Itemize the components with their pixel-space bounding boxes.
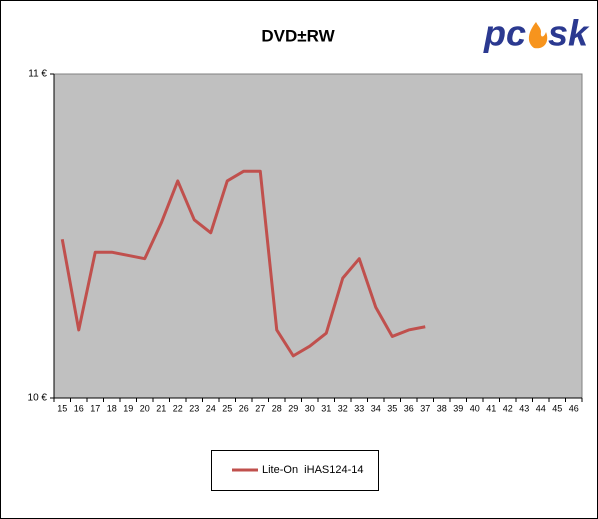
x-tick-label: 37 [420, 403, 430, 413]
x-tick-label: 33 [354, 403, 364, 413]
x-tick-label: 19 [123, 403, 133, 413]
y-tick-label: 11 € [28, 69, 47, 80]
x-tick-label: 27 [255, 403, 265, 413]
x-tick-label: 23 [189, 403, 199, 413]
x-tick-label: 16 [74, 403, 84, 413]
x-tick-label: 36 [404, 403, 414, 413]
x-tick-label: 32 [338, 403, 348, 413]
x-tick-label: 25 [222, 403, 232, 413]
x-tick-label: 15 [57, 403, 67, 413]
y-tick-label: 10 € [28, 393, 48, 404]
x-tick-label: 39 [453, 403, 463, 413]
logo: pc sk [483, 13, 590, 54]
x-tick-label: 18 [107, 403, 117, 413]
chart-title: DVD±RW [261, 26, 335, 45]
x-tick-label: 43 [519, 403, 529, 413]
x-tick-label: 29 [288, 403, 298, 413]
x-tick-label: 34 [371, 403, 381, 413]
line-series [60, 169, 426, 358]
x-tick-label: 42 [503, 403, 513, 413]
x-tick-label: 44 [536, 403, 546, 413]
x-tick-label: 20 [140, 403, 150, 413]
plot-area [53, 73, 583, 399]
logo-flame [528, 22, 548, 49]
x-tick-label: 28 [272, 403, 282, 413]
x-tick-label: 31 [321, 403, 331, 413]
x-tick-label: 40 [470, 403, 480, 413]
x-tick-label: 45 [552, 403, 562, 413]
x-tick-label: 30 [305, 403, 315, 413]
x-tick-label: 35 [387, 403, 397, 413]
x-tick-label: 24 [206, 403, 216, 413]
x-tick-label: 41 [486, 403, 496, 413]
x-tick-label: 38 [437, 403, 447, 413]
x-tick-label: 22 [173, 403, 183, 413]
logo-right: sk [548, 13, 590, 54]
x-tick-label: 17 [90, 403, 100, 413]
x-tick-label: 21 [156, 403, 166, 413]
logo-left: pc [483, 13, 526, 54]
x-tick-label: 46 [569, 403, 579, 413]
x-tick-label: 26 [239, 403, 249, 413]
legend-label: Lite-On iHAS124-14 [262, 464, 364, 476]
